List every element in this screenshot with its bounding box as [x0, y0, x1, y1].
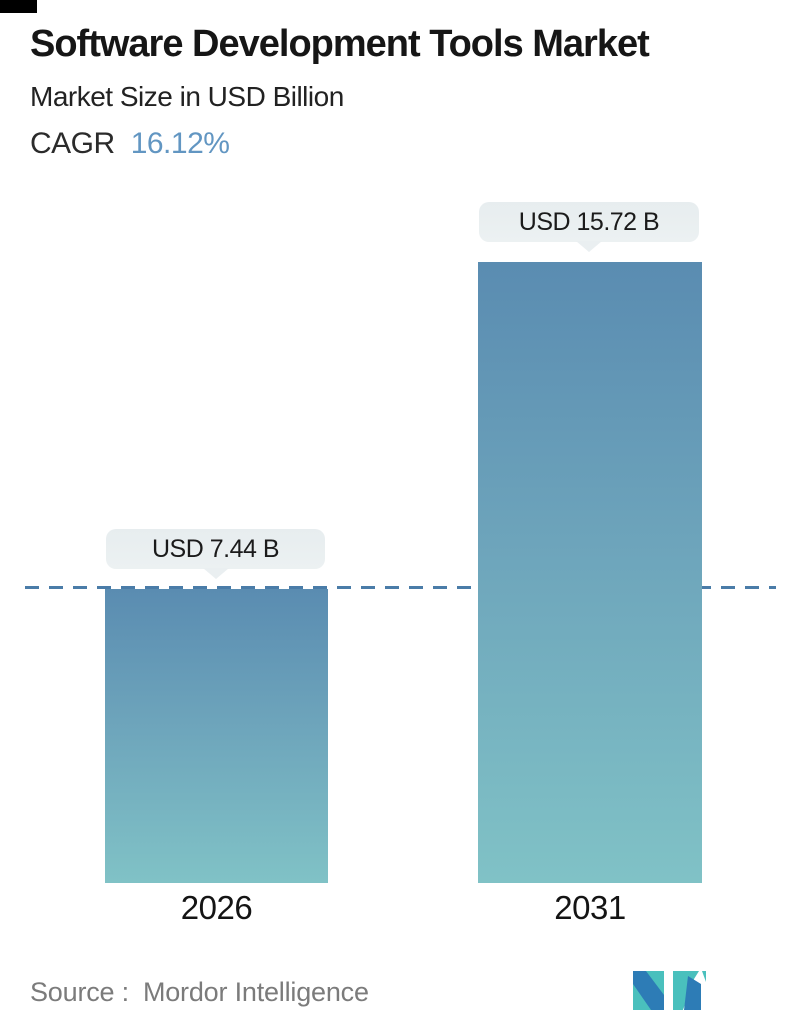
mordor-intelligence-logo-icon	[633, 971, 706, 1010]
source-label: Source :	[30, 977, 129, 1007]
value-tooltip-2026: USD 7.44 B	[106, 529, 325, 579]
tooltip-arrow-icon	[576, 241, 602, 252]
cagr-label: CAGR	[30, 126, 115, 160]
chart-subtitle: Market Size in USD Billion	[30, 80, 344, 112]
bar-group-2026: USD 7.44 B	[105, 0, 328, 883]
bar-group-2031: USD 15.72 B	[478, 0, 702, 883]
source-attribution: Source : Mordor Intelligence	[30, 977, 369, 1008]
cagr-row: CAGR 16.12%	[30, 127, 770, 161]
tooltip-arrow-icon	[202, 568, 229, 579]
crop-artifact	[0, 0, 37, 13]
value-label-2026: USD 7.44 B	[151, 535, 280, 563]
bar-2026	[105, 589, 328, 883]
x-axis-label-2031: 2031	[554, 889, 626, 926]
source-value: Mordor Intelligence	[142, 977, 369, 1007]
x-axis-label-2026: 2026	[180, 889, 253, 926]
bar-2031	[478, 262, 702, 883]
value-tooltip-2031: USD 15.72 B	[479, 202, 699, 252]
reference-dashed-line	[25, 586, 776, 589]
chart-title: Software Development Tools Market	[30, 23, 650, 65]
chart-header: Software Development Tools Market Market…	[30, 23, 770, 161]
cagr-value: 16.12%	[130, 126, 230, 160]
plot-area: USD 7.44 B USD 15.72 B	[25, 0, 776, 883]
value-label-2031: USD 15.72 B	[518, 208, 660, 236]
